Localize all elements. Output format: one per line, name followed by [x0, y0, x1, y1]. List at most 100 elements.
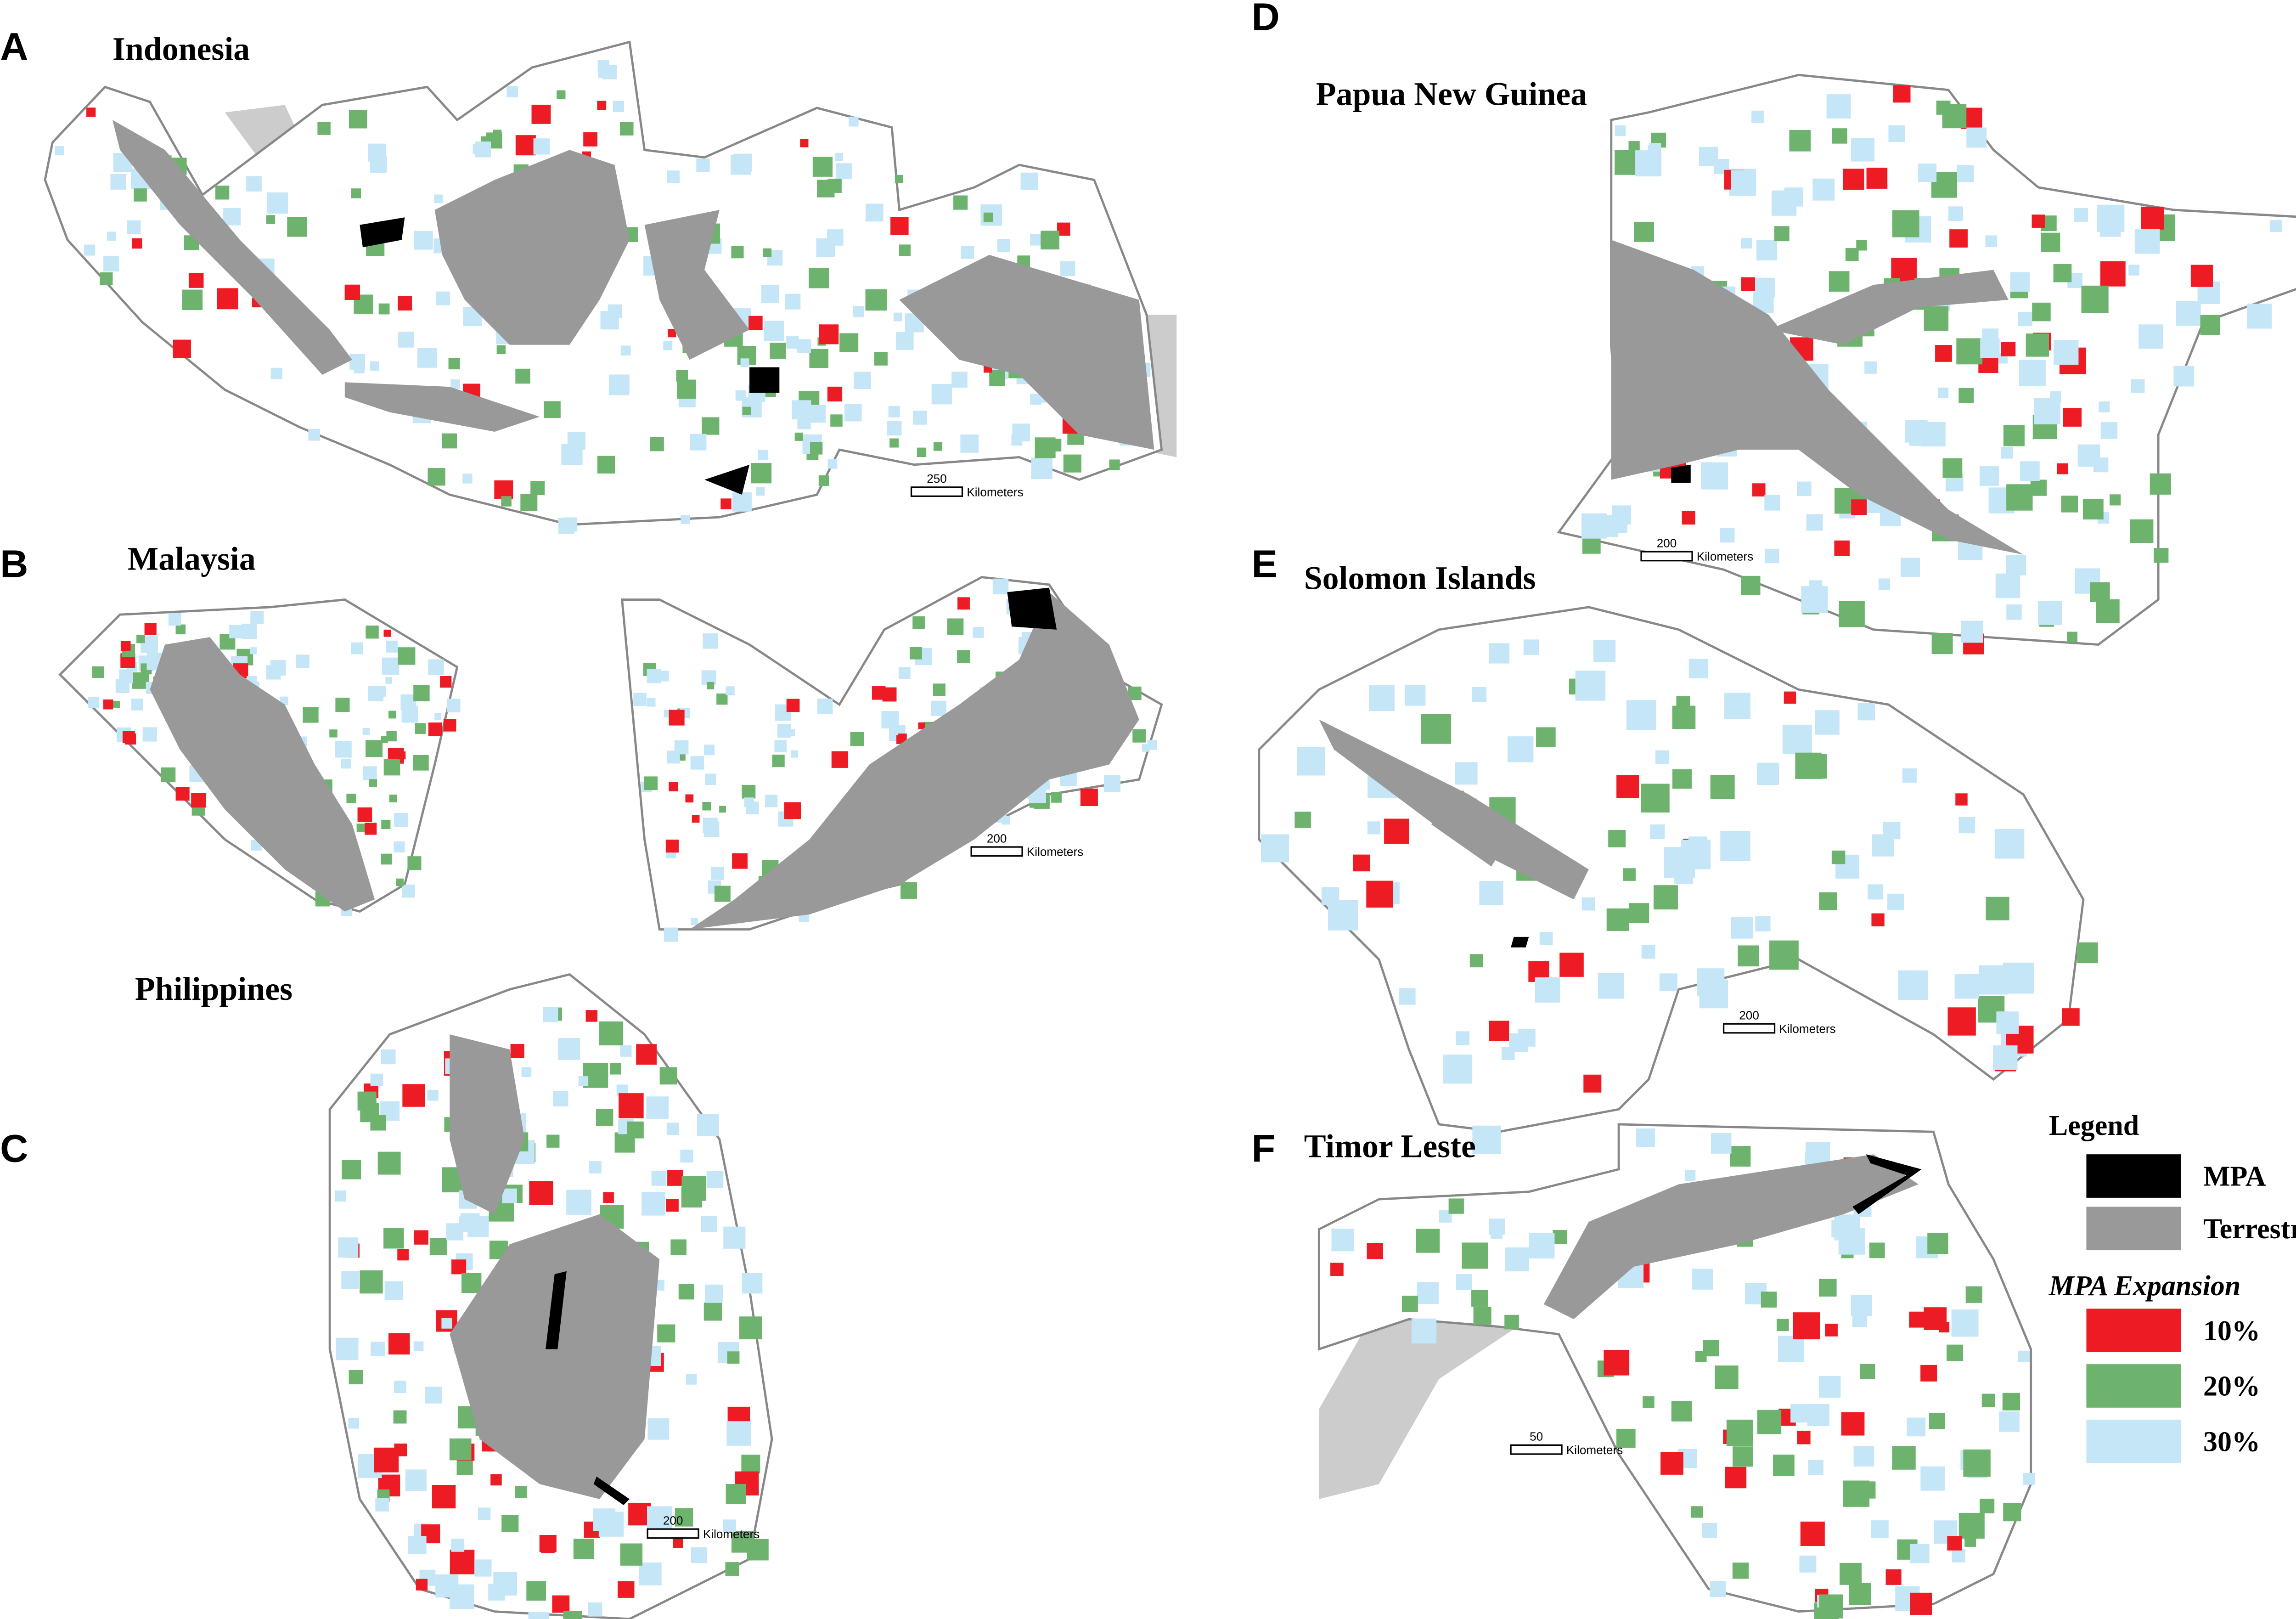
expansion-cell	[647, 698, 656, 707]
expansion-cell	[501, 1515, 519, 1532]
expansion-cell	[1399, 988, 1416, 1005]
expansion-cell	[1871, 913, 1885, 926]
expansion-cell	[809, 349, 828, 368]
expansion-cell	[1421, 714, 1452, 744]
expansion-cell	[827, 229, 844, 246]
expansion-cell	[960, 434, 979, 453]
expansion-cell	[1051, 792, 1062, 803]
expansion-cell	[865, 203, 884, 222]
expansion-cell	[378, 303, 390, 315]
expansion-cell	[1738, 945, 1759, 967]
scale-value: 200	[987, 831, 1007, 845]
expansion-cell	[428, 468, 445, 486]
expansion-cell	[1685, 1170, 1696, 1181]
expansion-cell	[808, 405, 826, 423]
panel-letter: B	[0, 542, 28, 586]
expansion-cell	[912, 616, 925, 629]
expansion-cell	[1629, 903, 1649, 923]
expansion-cell	[398, 332, 414, 348]
expansion-cell	[741, 1455, 760, 1474]
expansion-cell	[1755, 916, 1771, 932]
expansion-cell	[696, 158, 710, 172]
expansion-cell	[381, 736, 388, 743]
expansion-cell	[918, 722, 925, 729]
expansion-cell	[1031, 457, 1052, 479]
expansion-cell	[794, 432, 803, 441]
expansion-cell	[670, 1239, 687, 1256]
expansion-cell	[1401, 1296, 1418, 1312]
expansion-cell	[2053, 264, 2072, 282]
expansion-cell	[1367, 1243, 1383, 1259]
expansion-cell	[1331, 1229, 1354, 1252]
expansion-cell	[1856, 240, 1867, 251]
expansion-cell	[131, 699, 143, 711]
expansion-cell	[1892, 1446, 1916, 1470]
mpa	[1511, 936, 1529, 948]
expansion-cell	[385, 677, 393, 684]
expansion-cell	[764, 321, 784, 341]
expansion-cell	[175, 787, 190, 801]
expansion-cell	[1948, 206, 1963, 221]
panel-title: Solomon Islands	[1304, 560, 1536, 597]
expansion-cell	[370, 1073, 383, 1086]
expansion-cell	[1297, 747, 1325, 776]
expansion-cell	[348, 1418, 360, 1429]
expansion-cell	[100, 272, 113, 286]
expansion-cell	[2006, 604, 2022, 620]
expansion-cell	[386, 640, 398, 653]
expansion-cell	[1789, 130, 1811, 152]
expansion-cell	[739, 1316, 762, 1340]
expansion-cell	[756, 487, 765, 496]
legend-subtitle: MPA Expansion	[2048, 1270, 2241, 1302]
expansion-cell	[1888, 125, 1905, 142]
expansion-cell	[619, 122, 634, 135]
expansion-cell	[1757, 1410, 1782, 1434]
expansion-cell	[636, 1044, 657, 1065]
legend-swatch	[2086, 1309, 2181, 1353]
expansion-cell	[1700, 462, 1728, 490]
expansion-cell	[589, 1161, 602, 1173]
expansion-cell	[2141, 206, 2164, 230]
expansion-cell	[1353, 854, 1370, 872]
expansion-cell	[1616, 1428, 1636, 1448]
expansion-cell	[1951, 1309, 1979, 1337]
expansion-cell	[1720, 528, 1735, 543]
expansion-cell	[1765, 549, 1779, 564]
expansion-cell	[913, 411, 927, 425]
expansion-cell	[270, 367, 282, 379]
expansion-cell	[1857, 703, 1875, 721]
expansion-cell	[475, 141, 491, 158]
expansion-cell	[407, 856, 422, 870]
expansion-cell	[898, 667, 911, 679]
expansion-cell	[1650, 824, 1665, 839]
expansion-cell	[703, 633, 718, 649]
expansion-cell	[1834, 540, 1850, 556]
expansion-cell	[744, 797, 754, 807]
scale-value: 200	[1739, 1008, 1759, 1022]
expansion-cell	[446, 699, 461, 713]
expansion-cell	[515, 368, 530, 384]
expansion-cell	[1918, 164, 1937, 182]
scale-unit: Kilometers	[1697, 550, 1753, 564]
expansion-cell	[370, 361, 379, 371]
expansion-cell	[1710, 774, 1735, 799]
expansion-cell	[874, 352, 888, 366]
expansion-cell	[533, 138, 550, 155]
expansion-cell	[810, 442, 823, 455]
expansion-cell	[2057, 463, 2068, 474]
expansion-cell	[413, 1341, 424, 1352]
legend-title: Legend	[2049, 1110, 2139, 1141]
expansion-cell	[638, 1562, 662, 1585]
expansion-cell	[1741, 277, 1756, 291]
expansion-cell	[678, 754, 686, 761]
expansion-cell	[747, 1539, 769, 1561]
expansion-cell	[583, 132, 598, 147]
expansion-cell	[1883, 822, 1901, 840]
expansion-cell	[1782, 724, 1812, 755]
expansion-cell	[1807, 1404, 1829, 1427]
expansion-cell	[2001, 342, 2016, 356]
expansion-cell	[691, 918, 698, 925]
expansion-cell	[844, 404, 862, 422]
expansion-cell	[389, 795, 397, 803]
